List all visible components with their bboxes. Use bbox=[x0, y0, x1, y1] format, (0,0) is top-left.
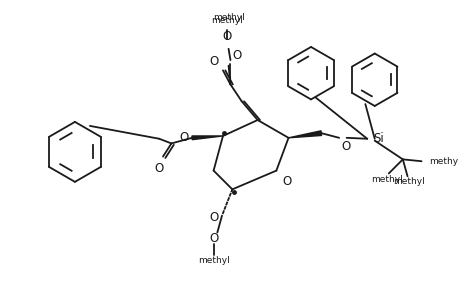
Text: methyl: methyl bbox=[212, 14, 244, 22]
Text: methyl: methyl bbox=[392, 177, 424, 186]
Polygon shape bbox=[191, 136, 223, 140]
Text: O: O bbox=[281, 175, 291, 188]
Text: O: O bbox=[154, 162, 163, 175]
Text: methyl: methyl bbox=[428, 157, 459, 166]
Text: Si: Si bbox=[372, 132, 383, 145]
Text: methyl: methyl bbox=[210, 16, 242, 26]
Text: O: O bbox=[232, 49, 241, 62]
Text: O: O bbox=[208, 211, 218, 224]
Text: O: O bbox=[208, 56, 218, 68]
Text: O: O bbox=[222, 30, 231, 43]
Text: O: O bbox=[340, 140, 349, 153]
Text: O: O bbox=[179, 131, 188, 144]
Text: O: O bbox=[208, 232, 218, 245]
Text: methyl: methyl bbox=[370, 175, 402, 184]
Polygon shape bbox=[288, 131, 321, 138]
Text: methyl: methyl bbox=[197, 256, 229, 265]
